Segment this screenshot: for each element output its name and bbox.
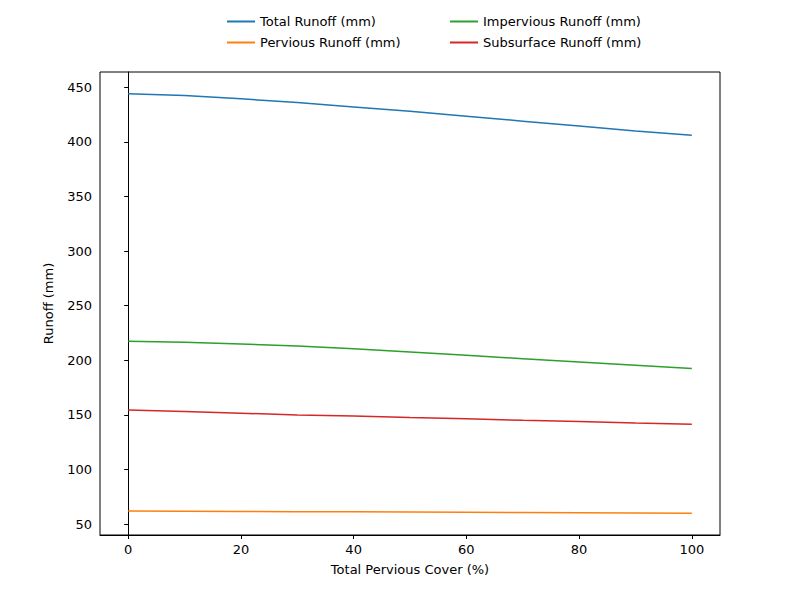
- svg-text:80: 80: [571, 542, 588, 557]
- svg-text:150: 150: [67, 407, 92, 422]
- svg-text:20: 20: [233, 542, 250, 557]
- svg-text:40: 40: [345, 542, 362, 557]
- svg-text:50: 50: [75, 517, 92, 532]
- svg-text:Impervious Runoff (mm): Impervious Runoff (mm): [483, 14, 641, 29]
- svg-text:100: 100: [67, 462, 92, 477]
- svg-text:250: 250: [67, 298, 92, 313]
- svg-text:300: 300: [67, 244, 92, 259]
- svg-text:Pervious Runoff (mm): Pervious Runoff (mm): [260, 35, 401, 50]
- svg-text:Total Pervious Cover (%): Total Pervious Cover (%): [330, 562, 489, 577]
- svg-text:200: 200: [67, 353, 92, 368]
- svg-text:Runoff (mm): Runoff (mm): [41, 263, 56, 344]
- svg-text:400: 400: [67, 134, 92, 149]
- svg-text:450: 450: [67, 80, 92, 95]
- svg-text:Total Runoff (mm): Total Runoff (mm): [259, 14, 376, 29]
- svg-text:350: 350: [67, 189, 92, 204]
- svg-text:100: 100: [679, 542, 704, 557]
- svg-text:Subsurface Runoff (mm): Subsurface Runoff (mm): [483, 35, 641, 50]
- svg-text:0: 0: [124, 542, 132, 557]
- svg-text:60: 60: [458, 542, 475, 557]
